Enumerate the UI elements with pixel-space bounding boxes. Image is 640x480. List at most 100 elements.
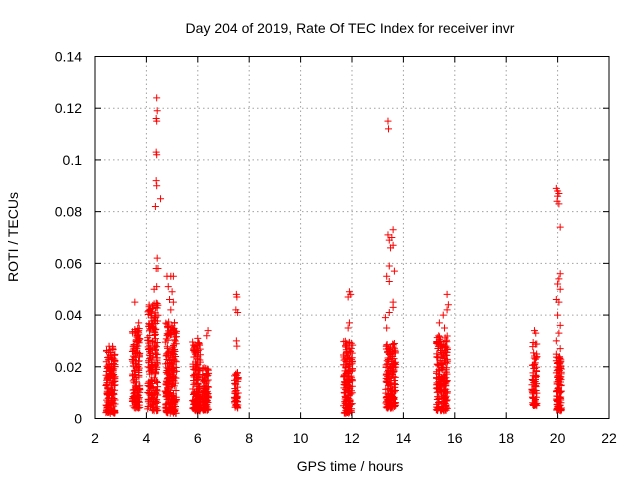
data-point: [443, 290, 451, 298]
data-point: [232, 370, 240, 378]
data-point: [387, 404, 395, 412]
data-point: [385, 236, 393, 244]
data-point: [148, 383, 156, 391]
data-point: [556, 270, 564, 278]
data-point: [162, 407, 170, 415]
data-point: [388, 391, 396, 399]
data-point: [102, 409, 110, 417]
data-point: [191, 365, 199, 373]
data-point: [434, 384, 442, 392]
data-point: [390, 344, 398, 352]
data-point: [343, 404, 351, 412]
axis-ticks: [94, 56, 610, 419]
data-point: [145, 378, 153, 386]
data-point: [109, 359, 117, 367]
data-point: [103, 403, 111, 411]
data-point: [148, 308, 156, 316]
data-point: [169, 367, 177, 375]
data-point: [146, 348, 154, 356]
data-point: [556, 321, 564, 329]
data-point: [172, 397, 180, 405]
data-point: [150, 374, 158, 382]
data-point: [385, 262, 393, 270]
data-point: [391, 383, 399, 391]
data-point: [204, 393, 212, 401]
data-point: [200, 376, 208, 384]
data-point: [161, 338, 169, 346]
data-point: [533, 399, 541, 407]
data-point: [130, 394, 138, 402]
data-point: [151, 202, 159, 210]
data-point: [232, 390, 240, 398]
data-point: [165, 393, 173, 401]
data-point: [199, 364, 207, 372]
data-point: [170, 346, 178, 354]
data-point: [104, 383, 112, 391]
data-point: [557, 388, 565, 396]
x-tick-label: 22: [601, 430, 617, 446]
data-point: [554, 365, 562, 373]
data-point: [108, 356, 116, 364]
data-point: [108, 391, 116, 399]
data-point: [555, 298, 563, 306]
data-point: [530, 349, 538, 357]
data-point: [557, 404, 565, 412]
data-point: [344, 375, 352, 383]
data-point: [345, 381, 353, 389]
data-point: [341, 381, 349, 389]
data-point: [391, 401, 399, 409]
data-point: [152, 361, 160, 369]
data-point: [152, 405, 160, 413]
data-point: [531, 376, 539, 384]
data-point: [148, 320, 156, 328]
data-point: [153, 94, 161, 102]
data-point: [146, 389, 154, 397]
data-point: [556, 223, 564, 231]
data-point: [531, 360, 539, 368]
data-point: [163, 350, 171, 358]
data-point: [435, 319, 443, 327]
x-tick-label: 2: [91, 430, 99, 446]
data-point: [203, 332, 211, 340]
data-point: [166, 296, 174, 304]
data-point: [341, 408, 349, 416]
data-point: [529, 386, 537, 394]
data-point: [203, 398, 211, 406]
data-point: [152, 177, 160, 185]
data-point: [434, 345, 442, 353]
data-point: [164, 283, 172, 291]
data-point: [441, 324, 449, 332]
data-point: [132, 360, 140, 368]
data-point: [157, 195, 165, 203]
data-point: [149, 356, 157, 364]
data-point: [443, 336, 451, 344]
data-point: [384, 125, 392, 133]
data-point: [344, 293, 352, 301]
data-point: [388, 355, 396, 363]
data-point: [383, 357, 391, 365]
x-tick-label: 10: [293, 430, 309, 446]
data-point: [385, 277, 393, 285]
x-tick-labels: 2 4 6 8 10 12 14 16 18 20 22: [91, 430, 617, 446]
data-point: [145, 336, 153, 344]
data-point: [144, 379, 152, 387]
data-point: [438, 361, 446, 369]
data-point: [171, 337, 179, 345]
data-point: [154, 265, 162, 273]
data-point: [441, 377, 449, 385]
data-point: [167, 358, 175, 366]
data-point: [153, 151, 161, 159]
data-point: [439, 373, 447, 381]
data-point: [384, 231, 392, 239]
data-point: [107, 406, 115, 414]
data-point: [168, 323, 176, 331]
data-point: [152, 303, 160, 311]
data-point: [135, 353, 143, 361]
data-point: [145, 389, 153, 397]
data-point: [391, 380, 399, 388]
data-point: [389, 303, 397, 311]
data-point: [135, 395, 143, 403]
data-point: [167, 329, 175, 337]
